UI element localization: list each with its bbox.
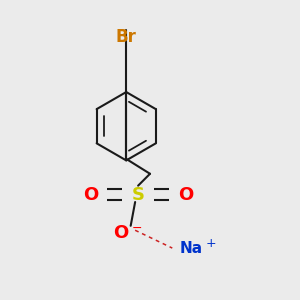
Text: −: − [131,222,142,235]
Text: Br: Br [116,28,137,46]
Text: O: O [83,186,98,204]
Text: Na: Na [180,241,203,256]
Text: O: O [178,186,193,204]
Text: O: O [113,224,128,242]
Text: S: S [132,186,145,204]
Text: +: + [206,237,216,250]
